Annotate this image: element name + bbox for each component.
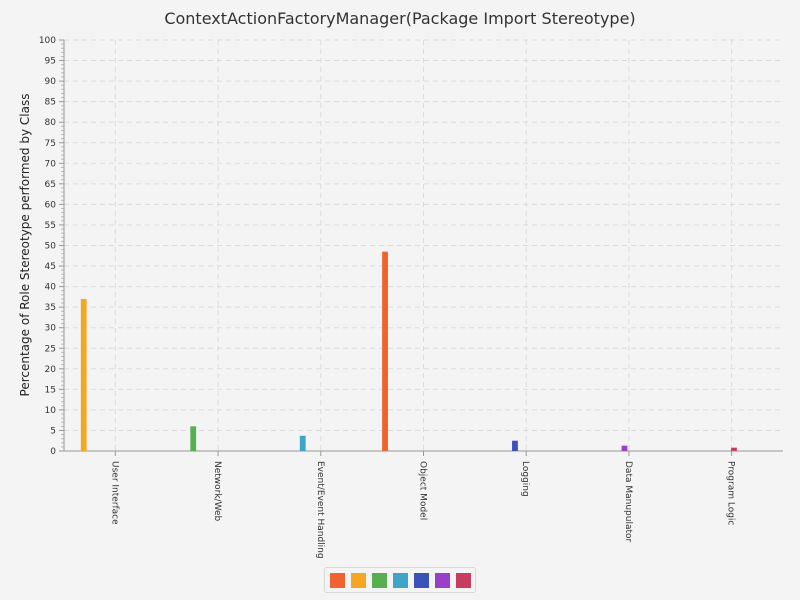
y-tick-label: 50 (45, 242, 57, 252)
x-tick-label: User Interface (109, 461, 119, 525)
x-tick-label: Logging (520, 461, 530, 497)
bar-program-logic (731, 447, 737, 451)
y-tick-label: 60 (45, 200, 57, 210)
y-tick-label: 35 (45, 303, 56, 313)
y-tick-label: 95 (45, 57, 56, 67)
y-tick-label: 25 (45, 344, 56, 354)
bars (80, 251, 737, 451)
legend-swatch (413, 572, 429, 588)
bar-user-interface (80, 298, 87, 451)
x-tick-label: Object Model (418, 461, 428, 520)
bar-data-manupulator (621, 445, 628, 451)
y-tick-label: 45 (45, 262, 56, 272)
bar-logging (512, 440, 518, 451)
legend-swatch (455, 572, 471, 588)
legend-swatch (371, 572, 387, 588)
x-tick-label: Program Logic (726, 461, 736, 525)
y-tick-label: 15 (45, 385, 56, 395)
y-tick-label: 55 (45, 221, 56, 231)
grid (64, 39, 783, 451)
y-tick-label: 20 (45, 365, 57, 375)
y-tick-label: 75 (45, 139, 56, 149)
y-tick-label: 65 (45, 180, 56, 190)
bar-object-model (382, 251, 388, 451)
legend-swatch (392, 572, 408, 588)
y-tick-label: 10 (45, 406, 57, 416)
y-tick-label: 80 (45, 118, 57, 128)
bar-network-web (190, 426, 197, 451)
x-tick-label: Network/Web (212, 461, 222, 522)
y-tick-label: 0 (50, 447, 56, 457)
legend-swatch (434, 572, 450, 588)
y-tick-label: 85 (45, 98, 56, 108)
legend-swatch (350, 572, 366, 588)
y-axis-label: Percentage of Role Stereotype performed … (18, 94, 32, 397)
x-tick-label: Event/Event Handling (315, 461, 325, 559)
x-tick-label: Data Manupulator (623, 461, 633, 543)
y-tick-label: 30 (45, 324, 57, 334)
y-tick-label: 100 (39, 36, 56, 46)
y-tick-label: 90 (45, 77, 57, 87)
bar-event-event-handling (299, 435, 306, 451)
axes: 0 5 10 15 20 25 30 35 40 45 50 55 60 65 70 75 80 85 90 95 10… (39, 36, 783, 457)
legend-swatch (329, 572, 345, 588)
legend (324, 567, 476, 593)
chart-title: ContextActionFactoryManager(Package Impo… (164, 9, 635, 28)
y-tick-label: 70 (45, 159, 57, 169)
y-tick-label: 5 (50, 426, 56, 436)
y-tick-label: 40 (45, 283, 57, 293)
category-labels: User Interface Network/Web Event/Event Han… (109, 461, 735, 559)
